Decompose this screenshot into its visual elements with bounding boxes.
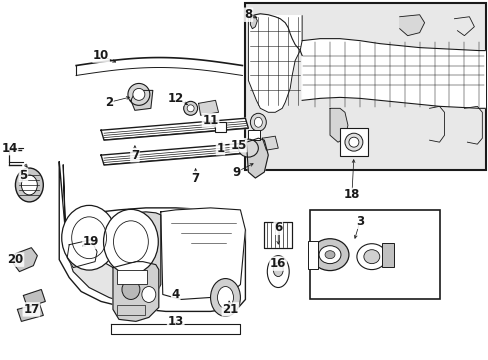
Bar (339, 128, 367, 156)
Ellipse shape (103, 210, 158, 274)
Polygon shape (250, 17, 257, 29)
Ellipse shape (356, 244, 386, 270)
Bar (117, 305, 144, 315)
Polygon shape (59, 162, 245, 311)
Ellipse shape (310, 239, 348, 271)
Polygon shape (129, 212, 161, 297)
Ellipse shape (122, 280, 140, 300)
Polygon shape (131, 90, 153, 110)
Ellipse shape (238, 139, 258, 157)
Text: 8: 8 (244, 8, 252, 21)
Ellipse shape (142, 287, 156, 302)
Ellipse shape (133, 89, 144, 100)
Polygon shape (329, 108, 347, 142)
Ellipse shape (21, 175, 37, 195)
Text: 16: 16 (269, 257, 286, 270)
Ellipse shape (16, 168, 43, 202)
Polygon shape (113, 262, 159, 321)
Bar (307, 241, 317, 269)
Text: 7: 7 (191, 171, 199, 185)
Ellipse shape (348, 137, 358, 147)
Ellipse shape (273, 263, 283, 276)
Polygon shape (101, 143, 248, 165)
Polygon shape (248, 16, 302, 112)
Bar (117, 270, 146, 284)
Text: 9: 9 (232, 166, 240, 179)
Text: 15: 15 (230, 139, 246, 152)
Ellipse shape (250, 113, 266, 131)
Polygon shape (67, 240, 97, 267)
Ellipse shape (187, 105, 194, 112)
Polygon shape (399, 15, 424, 36)
Text: 19: 19 (83, 235, 99, 248)
Text: 10: 10 (93, 49, 109, 62)
Text: 11: 11 (202, 114, 218, 127)
Polygon shape (23, 289, 45, 307)
Ellipse shape (128, 84, 149, 105)
Bar (264, 222, 292, 248)
Polygon shape (63, 165, 126, 301)
Bar (381, 243, 393, 267)
Polygon shape (161, 208, 245, 300)
Text: 17: 17 (23, 303, 40, 316)
Bar (309, 210, 439, 300)
Text: 13: 13 (167, 315, 183, 328)
Text: 5: 5 (19, 168, 27, 181)
Bar (245, 3, 486, 170)
Text: 12: 12 (167, 92, 183, 105)
Ellipse shape (217, 287, 233, 309)
Text: 6: 6 (274, 221, 282, 234)
Ellipse shape (325, 251, 334, 258)
Bar (214, 122, 226, 132)
Polygon shape (13, 248, 37, 271)
Bar (248, 130, 260, 140)
Polygon shape (18, 303, 43, 321)
Text: 14: 14 (1, 141, 18, 155)
Ellipse shape (318, 246, 340, 264)
Polygon shape (198, 100, 218, 115)
Ellipse shape (267, 256, 288, 288)
Polygon shape (302, 39, 484, 108)
Polygon shape (262, 136, 278, 150)
Polygon shape (246, 138, 268, 178)
Text: 4: 4 (171, 288, 180, 301)
Text: 1: 1 (216, 141, 224, 155)
Ellipse shape (183, 102, 197, 115)
Ellipse shape (344, 133, 362, 151)
Polygon shape (101, 118, 248, 140)
Text: 3: 3 (355, 215, 363, 228)
Ellipse shape (61, 206, 116, 270)
Ellipse shape (210, 279, 240, 316)
Ellipse shape (363, 250, 379, 264)
Text: 18: 18 (343, 188, 359, 202)
Bar (264, 222, 292, 248)
Text: 21: 21 (222, 303, 238, 316)
Text: 7: 7 (131, 149, 139, 162)
Text: 20: 20 (7, 253, 23, 266)
Text: 2: 2 (105, 96, 113, 109)
Ellipse shape (254, 117, 262, 127)
